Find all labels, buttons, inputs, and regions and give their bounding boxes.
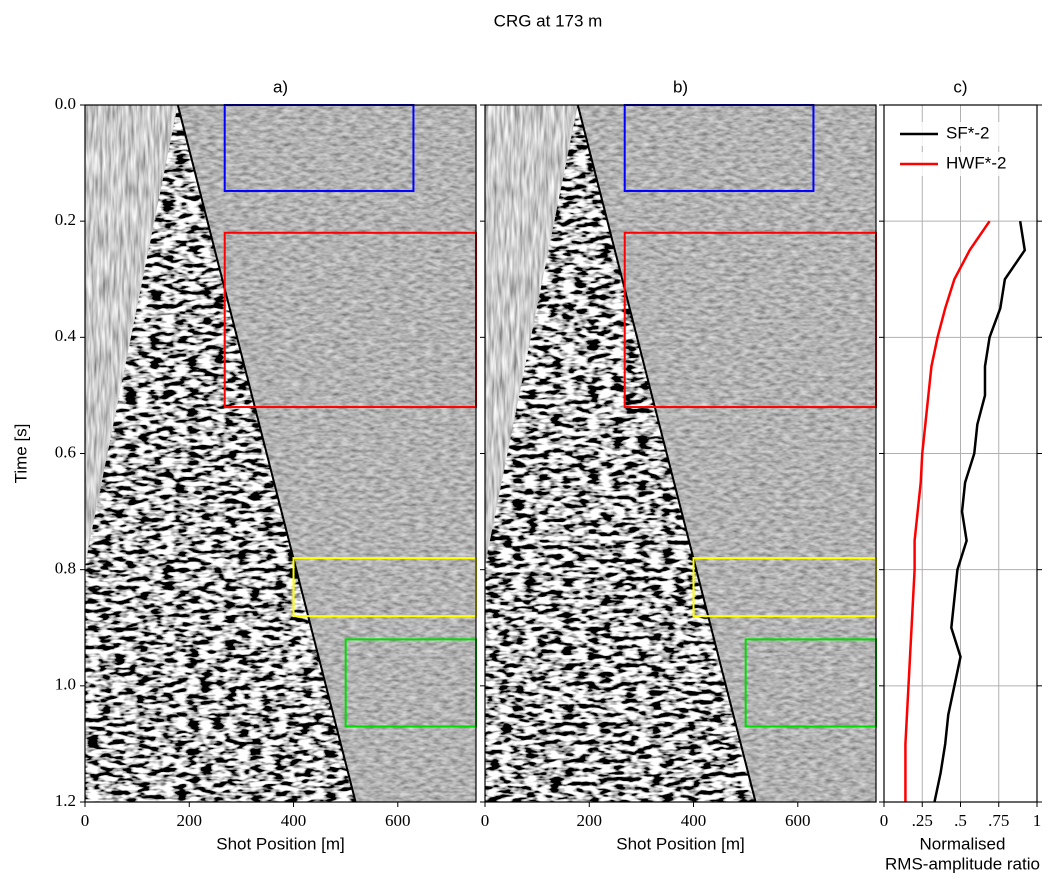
x-tick-label: 0 xyxy=(481,811,490,830)
y-tick-label: 0.0 xyxy=(55,94,76,113)
y-tick-label: 0.4 xyxy=(55,326,77,345)
x-axis-label: Shot Position [m] xyxy=(616,834,745,853)
x-tick-label: 600 xyxy=(785,811,811,830)
panel-title: b) xyxy=(673,77,688,96)
seismic-wedge xyxy=(85,105,356,802)
seismic-wedge xyxy=(485,105,756,802)
x-axis-label: Normalised xyxy=(920,834,1006,853)
seismic-quiet-zone xyxy=(177,105,476,802)
ratio-line xyxy=(904,220,991,802)
x-tick-label: .75 xyxy=(988,811,1009,830)
seismic-quiet-zone xyxy=(577,105,876,802)
x-tick-label: .25 xyxy=(912,811,933,830)
figure-title: CRG at 173 m xyxy=(494,11,603,30)
moveout-line xyxy=(176,104,357,803)
x-tick-label: 0 xyxy=(880,811,889,830)
moveout-line xyxy=(576,104,757,803)
y-tick-label: 1.0 xyxy=(55,675,76,694)
panel-title: c) xyxy=(953,77,967,96)
x-tick-label: 200 xyxy=(177,811,203,830)
y-tick-label: 0.8 xyxy=(55,559,76,578)
y-axis-label: Time [s] xyxy=(11,424,30,484)
x-tick-label: 400 xyxy=(281,811,307,830)
x-tick-label: 0 xyxy=(81,811,90,830)
y-tick-label: 0.6 xyxy=(55,442,76,461)
y-tick-label: 1.2 xyxy=(55,791,76,810)
x-tick-label: 400 xyxy=(681,811,707,830)
x-axis-label: Shot Position [m] xyxy=(216,834,345,853)
ratio-line xyxy=(933,220,1027,803)
x-tick-label: .5 xyxy=(954,811,967,830)
legend-label: HWF*-2 xyxy=(946,153,1006,172)
y-tick-label: 0.2 xyxy=(55,210,76,229)
x-tick-label: 200 xyxy=(577,811,603,830)
x-tick-label: 600 xyxy=(385,811,411,830)
x-tick-label: 1 xyxy=(1033,811,1042,830)
panel-title: a) xyxy=(273,77,288,96)
legend-label: SF*-2 xyxy=(946,123,989,142)
x-axis-label: RMS-amplitude ratio xyxy=(885,854,1040,873)
